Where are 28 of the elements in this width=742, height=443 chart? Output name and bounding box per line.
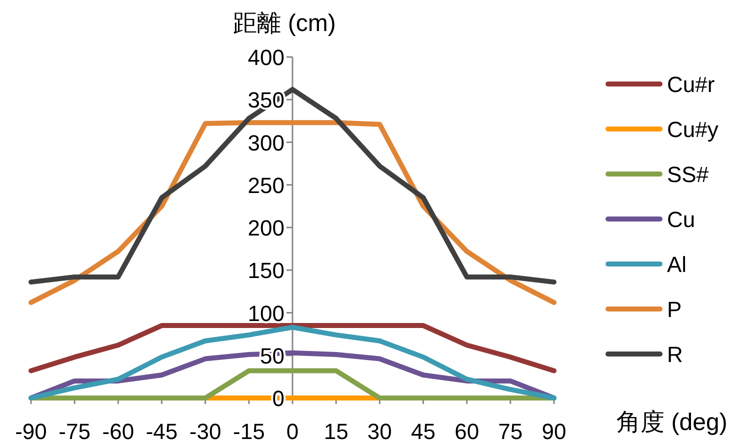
- y-tick-label: 200: [248, 216, 284, 240]
- y-tick-label: 150: [248, 258, 284, 284]
- x-tick-label: 90: [542, 419, 566, 443]
- x-tick-label: -45: [146, 419, 178, 443]
- y-axis-title: 距離 (cm): [233, 10, 336, 37]
- legend-label: SS#: [667, 162, 710, 187]
- x-tick-label: -75: [58, 419, 90, 443]
- x-tick-label: 60: [454, 419, 480, 443]
- legend-label: P: [667, 297, 682, 322]
- legend-label: Al: [667, 252, 687, 277]
- x-tick-label: 0: [286, 419, 299, 443]
- x-tick-label: 30: [367, 419, 392, 443]
- x-tick-label: 75: [498, 419, 523, 443]
- x-tick-label: 15: [324, 419, 348, 443]
- legend-label: Cu#y: [667, 117, 718, 142]
- legend-label: Cu#r: [667, 72, 715, 97]
- y-tick-label: 400: [248, 45, 284, 70]
- y-tick-label: 100: [248, 300, 284, 326]
- x-tick-label: 45: [411, 419, 436, 443]
- legend-label: Cu: [667, 207, 696, 232]
- x-tick-label: -90: [15, 419, 47, 443]
- y-tick-label: 300: [248, 130, 284, 156]
- y-tick-label: 250: [248, 172, 284, 198]
- legend-label: R: [667, 342, 683, 367]
- x-axis-title: 角度 (deg): [616, 409, 728, 436]
- x-tick-label: -15: [233, 419, 265, 443]
- x-tick-label: -60: [102, 419, 134, 443]
- x-tick-label: -30: [189, 419, 222, 443]
